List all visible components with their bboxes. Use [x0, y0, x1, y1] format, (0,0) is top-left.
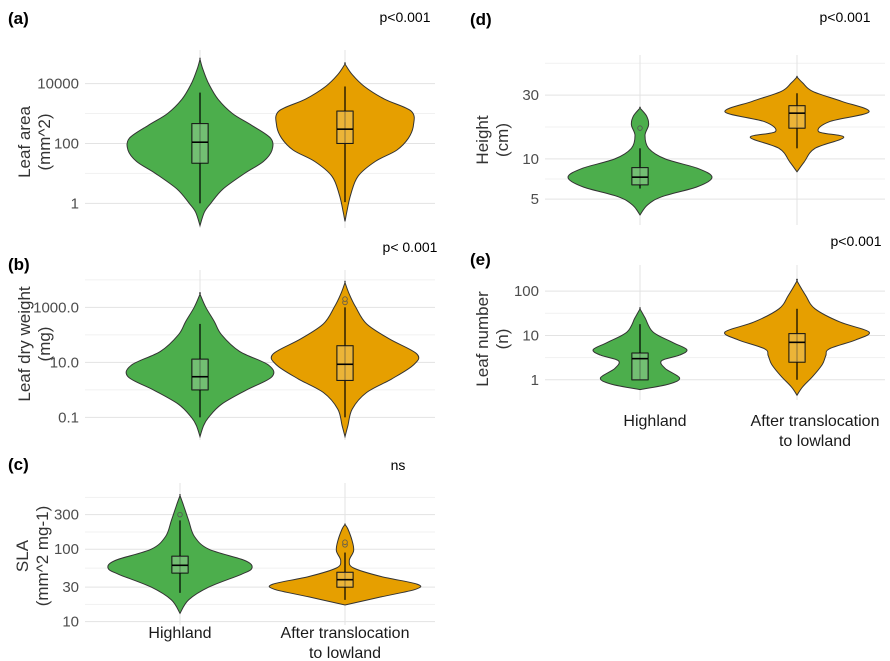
y-tick-label: 10000 — [37, 76, 79, 93]
x-category-label-line: After translocation — [751, 413, 880, 430]
y-axis-label: Leaf number(n) — [473, 291, 512, 387]
panel-label: (a) — [8, 9, 29, 28]
box-highlight — [632, 167, 648, 185]
box-iqr — [631, 167, 649, 186]
outlier-point — [177, 511, 183, 518]
box-highlight — [337, 345, 353, 381]
y-axis-label-line: (mm^2) — [35, 113, 54, 170]
box-iqr — [336, 345, 354, 381]
box-highlight — [789, 105, 805, 129]
outlier-point — [342, 539, 348, 545]
y-axis-label-line: SLA — [13, 539, 32, 572]
panel-a: 1 100 10000 (a) p<0.001 Leaf area(mm^2) — [8, 9, 435, 228]
x-category-label-line: to lowland — [779, 433, 851, 450]
x-category-label: After translocation to lowland — [281, 625, 410, 661]
y-axis-label-line: (mm^2 mg-1) — [33, 506, 52, 607]
x-category-label-line: After translocation — [281, 625, 410, 642]
significance-annotation: p<0.001 — [380, 9, 431, 25]
box-highlight — [789, 333, 805, 363]
outlier-point — [637, 125, 643, 131]
y-axis-label-line: Height — [473, 115, 492, 164]
significance-annotation: p<0.001 — [831, 233, 882, 249]
y-tick-label: 10.0 — [50, 354, 79, 371]
y-tick-label: 10 — [522, 327, 539, 344]
box-highlight — [337, 111, 353, 144]
panel-label: (d) — [470, 10, 492, 29]
panel-label: (e) — [470, 250, 491, 269]
y-axis-label-line: Leaf number — [473, 291, 492, 387]
x-category-label: After translocation to lowland — [751, 413, 880, 450]
box-iqr — [788, 333, 806, 363]
box-highlight — [632, 353, 648, 380]
significance-annotation: p< 0.001 — [383, 239, 438, 255]
y-tick-label: 1 — [531, 372, 539, 389]
y-axis-label: Leaf dry weight(mg) — [15, 286, 54, 402]
y-tick-label: 0.1 — [58, 409, 79, 426]
y-tick-label: 30 — [62, 579, 79, 596]
y-axis-label-line: Leaf dry weight — [15, 286, 34, 402]
y-axis-label: Height(cm) — [473, 115, 512, 164]
y-tick-label: 1 — [71, 195, 79, 212]
panel-label: (c) — [8, 455, 29, 474]
y-tick-label: 10 — [62, 614, 79, 631]
panel-e: 1 10 100 (e) p<0.001 Leaf number(n) — [470, 233, 885, 400]
y-tick-label: 100 — [54, 541, 79, 558]
y-axis-label-line: Leaf area — [15, 106, 34, 178]
box-iqr — [191, 358, 209, 391]
panel-c: 10 30 100 300 (c) ns SLA(mm^2 mg-1) — [8, 455, 435, 631]
y-axis-label: Leaf area(mm^2) — [15, 106, 54, 178]
panel-d: 5 10 30 (d) p<0.001 Height(cm) — [470, 9, 885, 225]
x-category-label-line: Highland — [148, 625, 211, 642]
significance-annotation: p<0.001 — [820, 9, 871, 25]
y-axis-label-line: (cm) — [493, 123, 512, 157]
box-iqr — [631, 352, 649, 381]
outlier-point — [342, 296, 348, 302]
significance-annotation: ns — [391, 457, 406, 473]
panel-b: 0.1 10.0 1000.0 (b) p< 0.001 Leaf dry weight(… — [8, 239, 438, 440]
y-tick-label: 5 — [531, 191, 539, 208]
box-iqr — [788, 105, 806, 129]
panel-label: (b) — [8, 255, 30, 274]
box-highlight — [192, 123, 208, 164]
y-tick-label: 30 — [522, 87, 539, 104]
y-tick-label: 100 — [54, 135, 79, 152]
x-category-label-line: Highland — [623, 413, 686, 430]
box-highlight — [192, 359, 208, 390]
y-axis-label: SLA(mm^2 mg-1) — [13, 506, 52, 607]
y-axis-label-line: (mg) — [35, 327, 54, 362]
y-tick-label: 10 — [522, 151, 539, 168]
x-category-label: Highland — [148, 625, 211, 642]
box-iqr — [191, 123, 209, 164]
x-category-label: Highland — [623, 413, 686, 430]
y-tick-label: 100 — [514, 283, 539, 300]
x-category-label-line: to lowland — [309, 645, 381, 661]
y-tick-label: 300 — [54, 507, 79, 524]
box-iqr — [336, 110, 354, 145]
y-axis-label-line: (n) — [493, 329, 512, 350]
y-tick-label: 1000.0 — [33, 299, 79, 316]
